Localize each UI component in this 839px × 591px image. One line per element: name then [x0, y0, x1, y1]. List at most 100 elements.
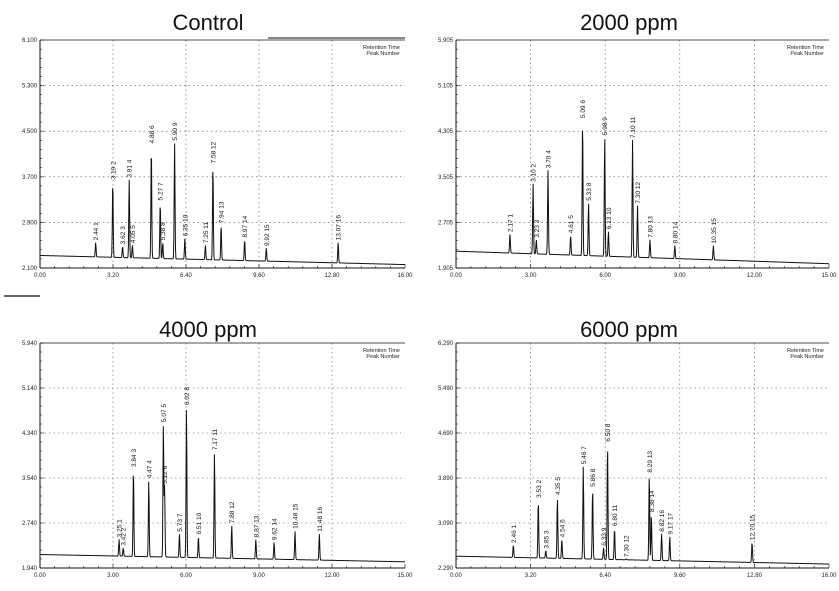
- peak-label: 11.48 16: [317, 506, 324, 531]
- peak-label: 5.27 7: [158, 182, 165, 200]
- y-tick-label: 5.490: [438, 386, 454, 392]
- y-tick-label: 5.140: [22, 386, 38, 392]
- peak-label: 4.54 6: [559, 519, 566, 537]
- x-tick-label: 15.00: [821, 273, 837, 279]
- peak-label: 3.23 3: [534, 219, 541, 237]
- legend-entry: Retention Time: [787, 348, 824, 354]
- legend-entry: Peak Number: [790, 51, 824, 57]
- peak-label: 6.13 10: [606, 207, 613, 229]
- peak-label: 3.53 2: [536, 479, 543, 497]
- peak-label: 4.05 5: [130, 225, 137, 243]
- y-tick-label: 4.305: [438, 129, 454, 135]
- peak-label: 3.70 4: [546, 150, 553, 168]
- peak-label: 3.91 4: [127, 159, 134, 177]
- peak-label: 8.87 13: [253, 515, 260, 537]
- peak-label: 4.35 5: [555, 477, 562, 495]
- peak-label: 7.30 12: [624, 535, 631, 557]
- y-tick-label: 3.540: [22, 476, 38, 482]
- peak-label: 5.12 6: [162, 465, 169, 483]
- x-tick-label: 6.40: [180, 273, 192, 279]
- peak-label: 6.50 8: [605, 423, 612, 441]
- x-tick-label: 9.60: [674, 573, 686, 579]
- y-tick-label: 5.905: [438, 38, 454, 44]
- chart-title: Control: [173, 10, 244, 35]
- peak-label: 7.80 13: [647, 216, 654, 238]
- chart-panel-4: 6000 ppm 6.290 5.490 4.690 3.890 3.090 2.2900.…: [438, 317, 837, 579]
- x-tick-label: 12.80: [747, 573, 763, 579]
- peak-label: 7.94 13: [219, 201, 226, 223]
- x-tick-label: 12.80: [324, 273, 340, 279]
- y-tick-label: 4.690: [438, 431, 454, 437]
- peak-label: 4.61 5: [568, 215, 575, 233]
- legend-entry: Retention Time: [787, 45, 824, 51]
- peak-label: 3.10 2: [531, 163, 538, 181]
- chart-title: 2000 ppm: [580, 10, 678, 35]
- peak-label: 6.80 11: [612, 504, 619, 526]
- y-tick-label: 2.100: [22, 266, 38, 272]
- x-tick-label: 3.00: [107, 573, 119, 579]
- peak-label: 2.17 1: [507, 214, 514, 232]
- x-tick-label: 12.00: [747, 273, 763, 279]
- peak-label: 7.30 12: [635, 182, 642, 204]
- peak-label: 3.84 3: [131, 449, 138, 467]
- y-tick-label: 1.940: [22, 566, 38, 572]
- peak-label: 5.98 9: [602, 117, 609, 135]
- x-tick-label: 9.00: [674, 273, 686, 279]
- chart-title: 4000 ppm: [159, 317, 257, 342]
- x-tick-label: 6.40: [599, 573, 611, 579]
- peak-label: 13.07 16: [336, 215, 343, 241]
- x-tick-label: 0.00: [450, 573, 462, 579]
- x-tick-label: 0.00: [34, 573, 46, 579]
- y-tick-label: 5.300: [22, 84, 38, 90]
- y-tick-label: 6.290: [438, 341, 454, 347]
- y-tick-label: 3.700: [22, 175, 38, 181]
- y-tick-label: 1.905: [438, 266, 454, 272]
- y-tick-label: 2.740: [22, 521, 38, 527]
- x-tick-label: 3.20: [107, 273, 119, 279]
- peak-label: 3.42 2: [121, 527, 128, 545]
- peak-label: 8.29 13: [647, 451, 654, 473]
- peak-label: 3.62 3: [120, 226, 127, 244]
- y-tick-label: 5.105: [438, 84, 454, 90]
- y-tick-label: 3.505: [438, 175, 454, 181]
- y-tick-label: 3.090: [438, 521, 454, 527]
- peak-label: 4.47 4: [146, 460, 153, 478]
- chromatogram-trace: [39, 143, 406, 266]
- peak-label: 7.88 12: [229, 501, 236, 523]
- chart-panel-3: 4000 ppm 5.940 5.140 4.340 3.540 2.740 1.9400.…: [22, 317, 413, 579]
- peak-label: 5.90 9: [172, 122, 179, 140]
- legend-entry: Retention Time: [363, 45, 400, 51]
- legend-entry: Retention Time: [363, 348, 400, 354]
- peak-label: 2.46 1: [511, 524, 518, 542]
- peak-label: 10.48 15: [293, 503, 300, 529]
- x-tick-label: 0.00: [450, 273, 462, 279]
- peak-label: 5.73 7: [177, 513, 184, 531]
- x-tick-label: 3.20: [525, 573, 537, 579]
- peak-label: 10.35 15: [711, 218, 718, 244]
- chart-title: 6000 ppm: [580, 317, 678, 342]
- peak-label: 7.25 11: [203, 222, 210, 244]
- chromatogram-trace: [39, 410, 406, 563]
- peak-label: 5.33 8: [586, 182, 593, 200]
- peak-label: 3.85 3: [543, 530, 550, 548]
- x-tick-label: 9.00: [253, 573, 265, 579]
- y-tick-label: 3.890: [438, 476, 454, 482]
- legend-entry: Peak Number: [366, 354, 400, 360]
- peak-label: 5.46 7: [581, 446, 588, 464]
- chromatogram-trace: [455, 130, 830, 265]
- x-tick-label: 6.00: [180, 573, 192, 579]
- peak-label: 3.25 1: [117, 519, 124, 537]
- peak-label: 9.92 15: [264, 224, 271, 246]
- y-tick-label: 6.100: [22, 38, 38, 44]
- peak-label: 8.80 14: [672, 221, 679, 243]
- x-tick-label: 16.00: [821, 573, 837, 579]
- peak-label: 2.44 1: [93, 222, 100, 240]
- peak-label: 8.97 14: [242, 215, 249, 237]
- x-tick-label: 6.00: [599, 273, 611, 279]
- peak-label: 9.62 14: [272, 518, 279, 540]
- peak-label: 8.38 14: [649, 490, 656, 512]
- chromatogram-trace: [455, 451, 830, 565]
- peak-label: 8.82 16: [659, 510, 666, 532]
- peak-label: 5.86 8: [590, 468, 597, 486]
